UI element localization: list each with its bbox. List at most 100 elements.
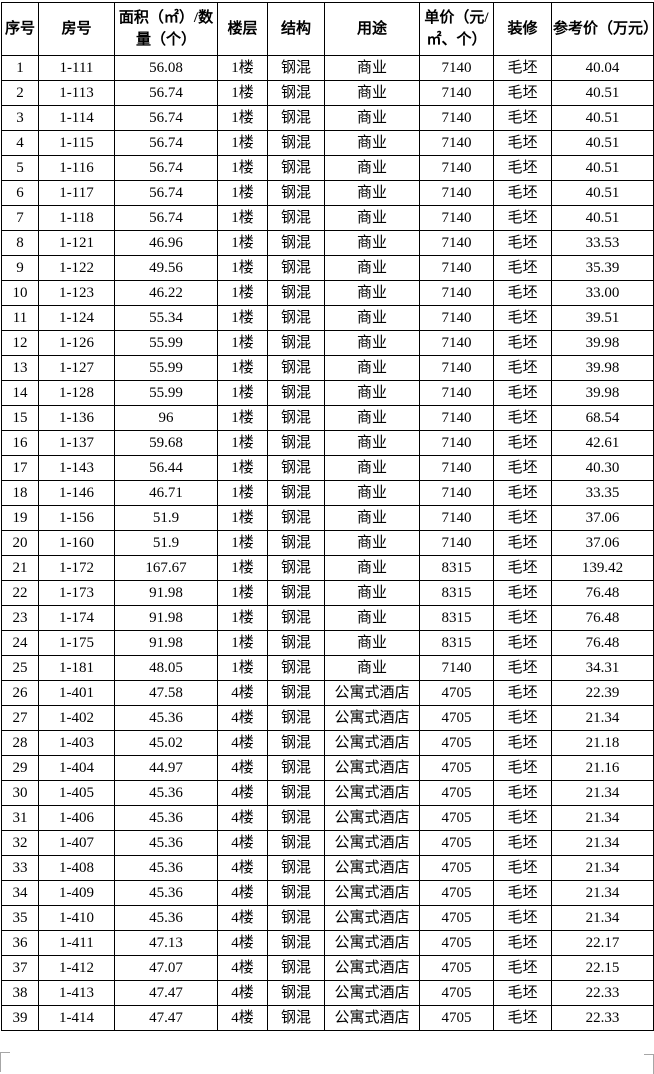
cell-reference-price[interactable]: 39.98: [551, 380, 654, 406]
cell-unit-price[interactable]: 7140: [419, 480, 494, 506]
cell-structure[interactable]: 钢混: [267, 405, 325, 431]
cell-reference-price[interactable]: 40.51: [551, 180, 654, 206]
cell-area[interactable]: 46.96: [114, 230, 218, 256]
cell-reference-price[interactable]: 39.98: [551, 330, 654, 356]
cell-decoration[interactable]: 毛坯: [493, 655, 552, 681]
cell-area[interactable]: 44.97: [114, 755, 218, 781]
cell-structure[interactable]: 钢混: [267, 730, 325, 756]
cell-index[interactable]: 29: [1, 755, 39, 781]
cell-index[interactable]: 23: [1, 605, 39, 631]
cell-usage[interactable]: 商业: [324, 205, 420, 231]
cell-area[interactable]: 55.99: [114, 355, 218, 381]
column-header-room-number[interactable]: 房号: [38, 2, 115, 56]
cell-unit-price[interactable]: 7140: [419, 180, 494, 206]
cell-floor[interactable]: 4楼: [217, 830, 268, 856]
cell-decoration[interactable]: 毛坯: [493, 380, 552, 406]
cell-decoration[interactable]: 毛坯: [493, 455, 552, 481]
cell-room-number[interactable]: 1-402: [38, 705, 115, 731]
cell-unit-price[interactable]: 4705: [419, 1005, 494, 1031]
cell-reference-price[interactable]: 21.16: [551, 755, 654, 781]
cell-unit-price[interactable]: 7140: [419, 380, 494, 406]
cell-room-number[interactable]: 1-175: [38, 630, 115, 656]
cell-decoration[interactable]: 毛坯: [493, 80, 552, 106]
cell-unit-price[interactable]: 4705: [419, 930, 494, 956]
cell-floor[interactable]: 1楼: [217, 80, 268, 106]
cell-decoration[interactable]: 毛坯: [493, 255, 552, 281]
cell-room-number[interactable]: 1-121: [38, 230, 115, 256]
cell-area[interactable]: 45.36: [114, 705, 218, 731]
cell-unit-price[interactable]: 8315: [419, 605, 494, 631]
cell-decoration[interactable]: 毛坯: [493, 1005, 552, 1031]
cell-reference-price[interactable]: 42.61: [551, 430, 654, 456]
cell-usage[interactable]: 商业: [324, 355, 420, 381]
cell-floor[interactable]: 1楼: [217, 530, 268, 556]
cell-index[interactable]: 20: [1, 530, 39, 556]
cell-reference-price[interactable]: 40.51: [551, 130, 654, 156]
cell-index[interactable]: 5: [1, 155, 39, 181]
cell-area[interactable]: 56.74: [114, 105, 218, 131]
cell-unit-price[interactable]: 7140: [419, 55, 494, 81]
cell-decoration[interactable]: 毛坯: [493, 680, 552, 706]
cell-reference-price[interactable]: 139.42: [551, 555, 654, 581]
cell-index[interactable]: 30: [1, 780, 39, 806]
cell-floor[interactable]: 1楼: [217, 555, 268, 581]
cell-floor[interactable]: 4楼: [217, 805, 268, 831]
cell-unit-price[interactable]: 7140: [419, 355, 494, 381]
cell-usage[interactable]: 商业: [324, 605, 420, 631]
cell-structure[interactable]: 钢混: [267, 130, 325, 156]
cell-room-number[interactable]: 1-146: [38, 480, 115, 506]
cell-area[interactable]: 51.9: [114, 530, 218, 556]
cell-floor[interactable]: 4楼: [217, 705, 268, 731]
cell-area[interactable]: 51.9: [114, 505, 218, 531]
cell-usage[interactable]: 商业: [324, 80, 420, 106]
cell-structure[interactable]: 钢混: [267, 655, 325, 681]
cell-unit-price[interactable]: 8315: [419, 630, 494, 656]
cell-decoration[interactable]: 毛坯: [493, 730, 552, 756]
cell-index[interactable]: 14: [1, 380, 39, 406]
cell-index[interactable]: 28: [1, 730, 39, 756]
cell-reference-price[interactable]: 21.34: [551, 780, 654, 806]
cell-structure[interactable]: 钢混: [267, 905, 325, 931]
cell-structure[interactable]: 钢混: [267, 155, 325, 181]
cell-floor[interactable]: 4楼: [217, 755, 268, 781]
cell-usage[interactable]: 商业: [324, 480, 420, 506]
cell-area[interactable]: 55.34: [114, 305, 218, 331]
cell-structure[interactable]: 钢混: [267, 880, 325, 906]
cell-index[interactable]: 38: [1, 980, 39, 1006]
cell-area[interactable]: 45.36: [114, 905, 218, 931]
cell-floor[interactable]: 4楼: [217, 780, 268, 806]
cell-index[interactable]: 35: [1, 905, 39, 931]
cell-floor[interactable]: 1楼: [217, 255, 268, 281]
cell-reference-price[interactable]: 21.34: [551, 705, 654, 731]
cell-usage[interactable]: 公寓式酒店: [324, 805, 420, 831]
cell-usage[interactable]: 商业: [324, 180, 420, 206]
cell-reference-price[interactable]: 39.51: [551, 305, 654, 331]
cell-decoration[interactable]: 毛坯: [493, 880, 552, 906]
cell-room-number[interactable]: 1-160: [38, 530, 115, 556]
cell-area[interactable]: 56.74: [114, 155, 218, 181]
cell-decoration[interactable]: 毛坯: [493, 905, 552, 931]
cell-index[interactable]: 34: [1, 880, 39, 906]
cell-floor[interactable]: 4楼: [217, 930, 268, 956]
cell-area[interactable]: 56.08: [114, 55, 218, 81]
cell-decoration[interactable]: 毛坯: [493, 555, 552, 581]
cell-floor[interactable]: 1楼: [217, 430, 268, 456]
cell-decoration[interactable]: 毛坯: [493, 580, 552, 606]
cell-floor[interactable]: 4楼: [217, 730, 268, 756]
cell-structure[interactable]: 钢混: [267, 555, 325, 581]
cell-index[interactable]: 22: [1, 580, 39, 606]
cell-room-number[interactable]: 1-172: [38, 555, 115, 581]
cell-area[interactable]: 48.05: [114, 655, 218, 681]
cell-floor[interactable]: 1楼: [217, 55, 268, 81]
cell-structure[interactable]: 钢混: [267, 105, 325, 131]
cell-usage[interactable]: 公寓式酒店: [324, 755, 420, 781]
cell-floor[interactable]: 4楼: [217, 680, 268, 706]
cell-room-number[interactable]: 1-406: [38, 805, 115, 831]
cell-unit-price[interactable]: 4705: [419, 905, 494, 931]
cell-index[interactable]: 33: [1, 855, 39, 881]
cell-room-number[interactable]: 1-409: [38, 880, 115, 906]
cell-usage[interactable]: 商业: [324, 455, 420, 481]
cell-area[interactable]: 47.07: [114, 955, 218, 981]
cell-floor[interactable]: 1楼: [217, 330, 268, 356]
cell-unit-price[interactable]: 7140: [419, 205, 494, 231]
